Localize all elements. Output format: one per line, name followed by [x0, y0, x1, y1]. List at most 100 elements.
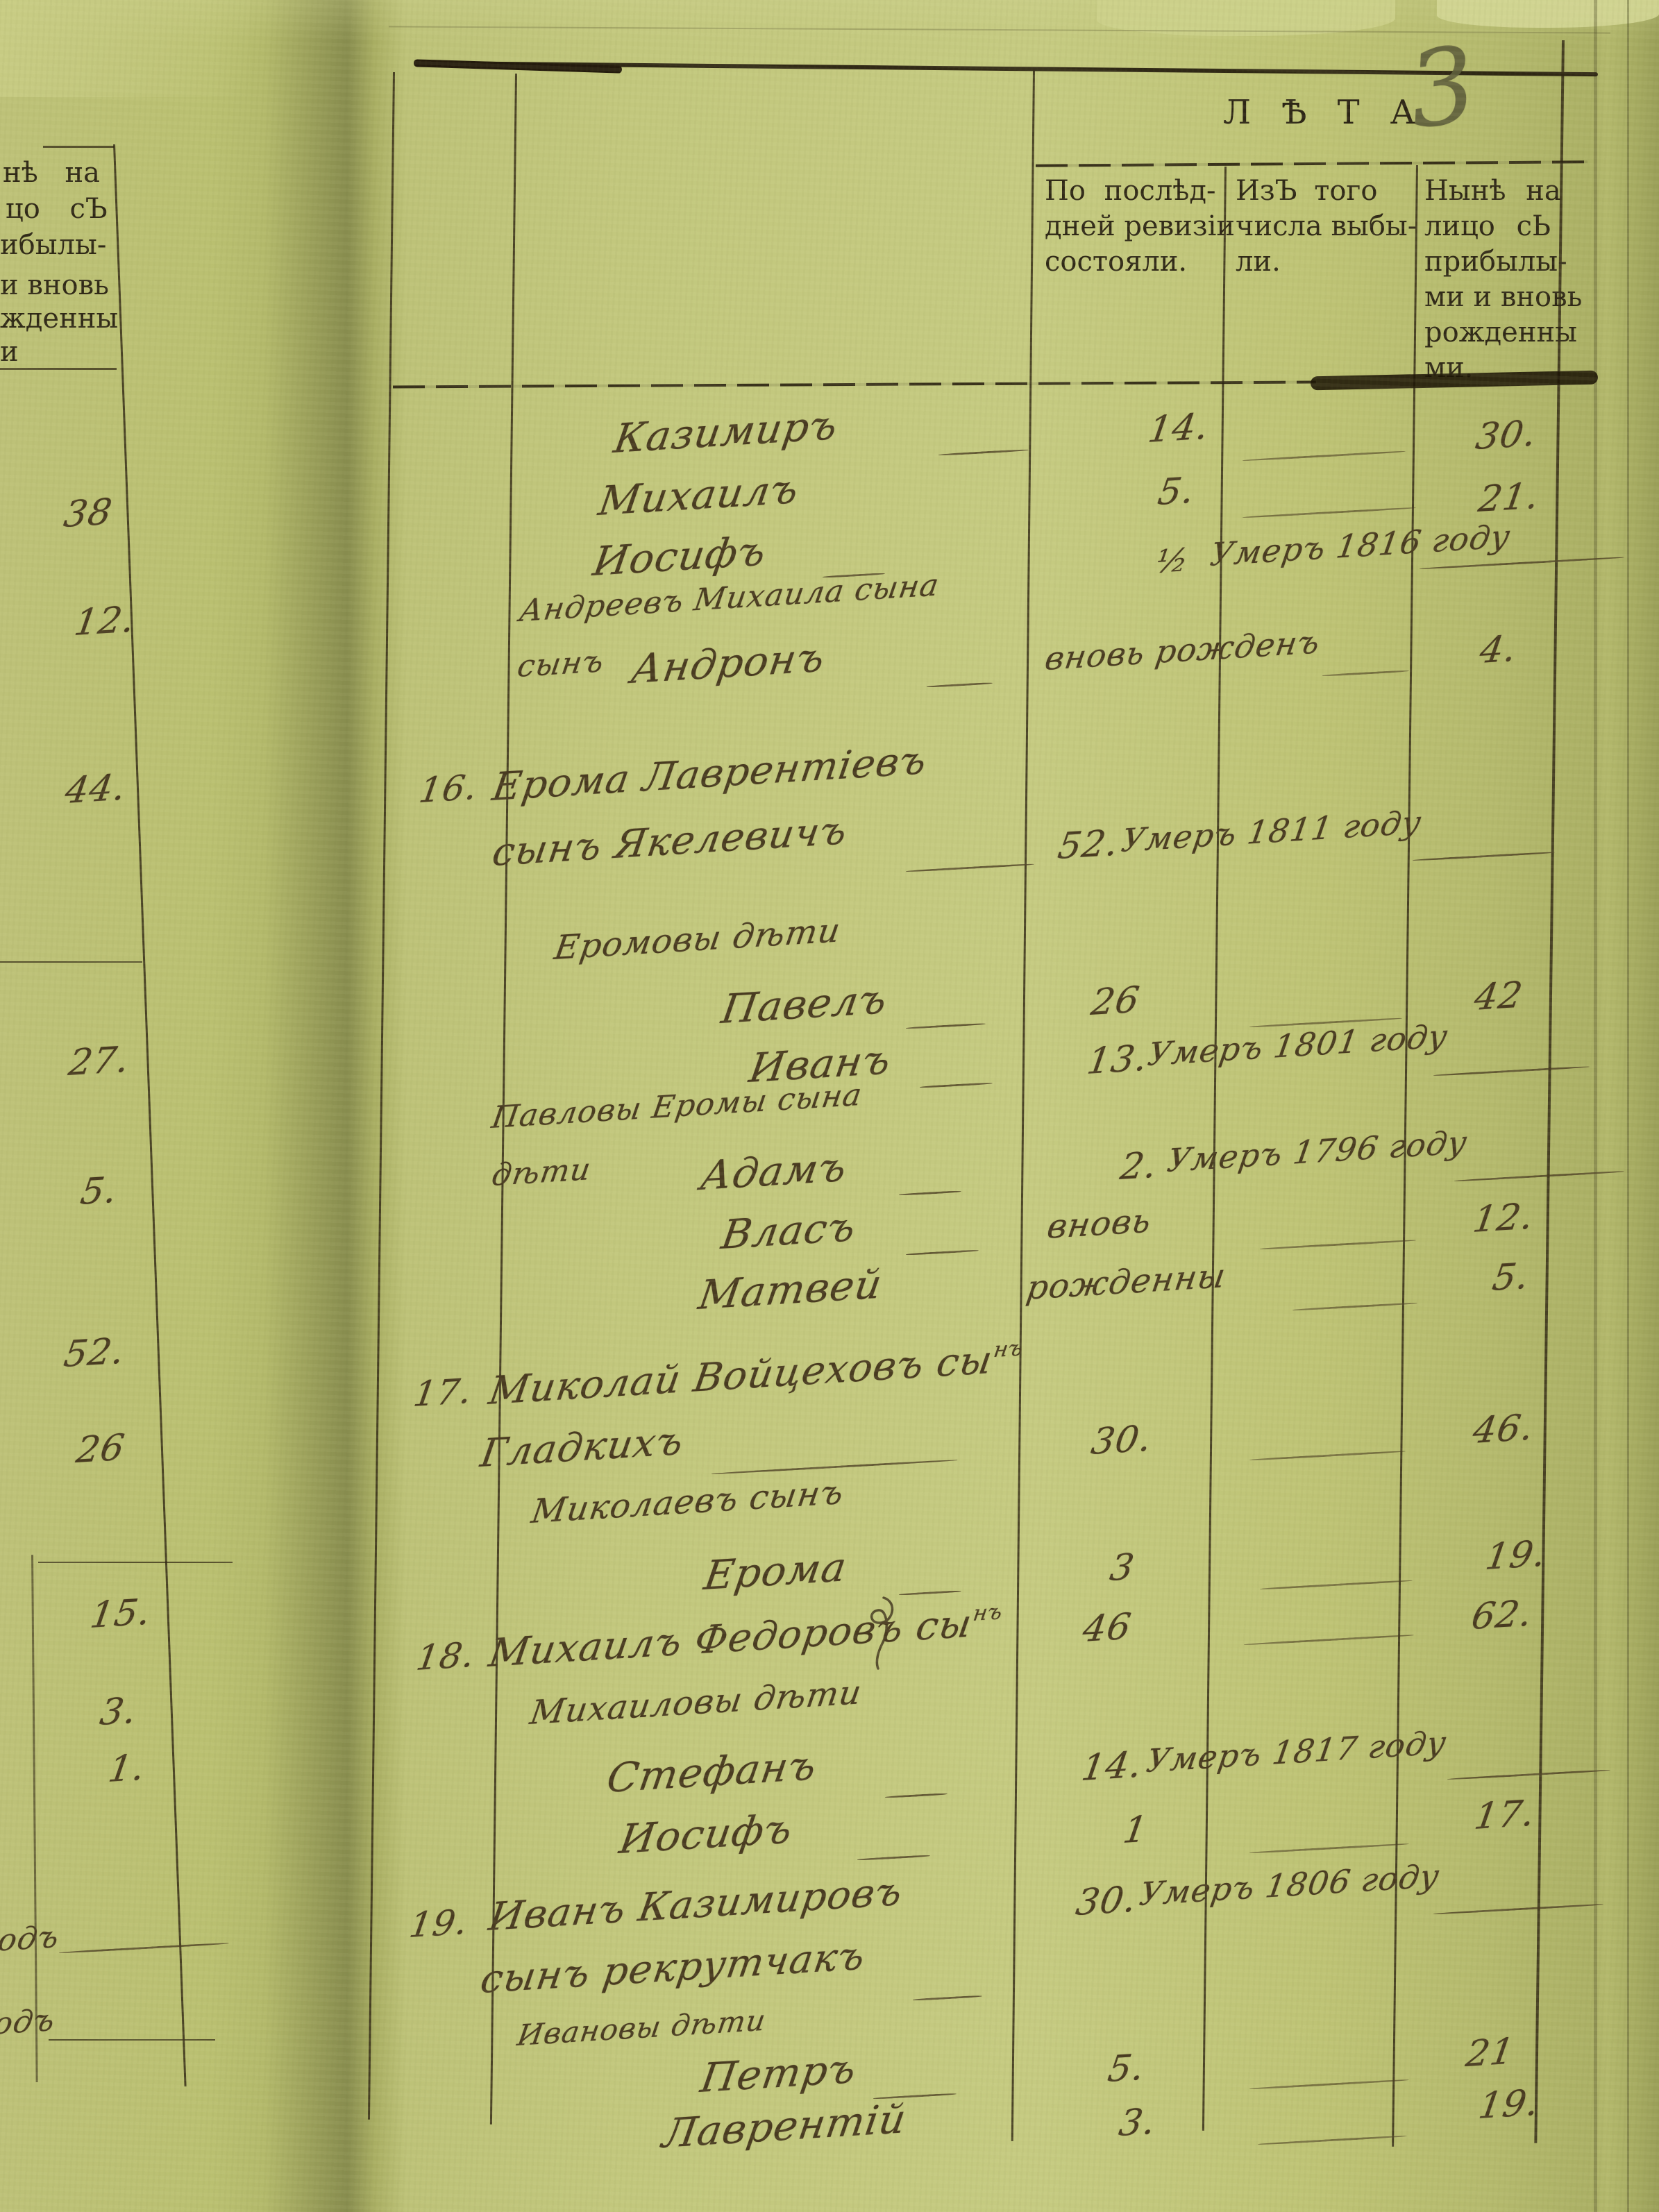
- age-last-revision: 52.: [1055, 822, 1122, 868]
- kinship-note: Еромовы дѣти: [552, 911, 843, 968]
- kinship-note: Ивановы дѣти: [515, 2002, 768, 2052]
- age-last-revision: 30.: [1073, 1878, 1140, 1924]
- entry-number: 19.: [407, 1901, 471, 1945]
- hand-dash: [1454, 1170, 1624, 1182]
- prev-age-value: 1.: [106, 1746, 149, 1791]
- age-now: 46.: [1470, 1406, 1537, 1452]
- col-header-now-present: Нынѣ на: [1424, 175, 1561, 207]
- hand-dash: [905, 1249, 979, 1256]
- head-of-family-name: сынъ рекрутчакъ: [478, 1933, 868, 2002]
- hand-dash: [1259, 1239, 1416, 1250]
- entry-number: 17.: [411, 1370, 475, 1415]
- header-bottom-border-thick: [1310, 370, 1599, 391]
- col-header-now-present: лицо сЬ: [1424, 210, 1551, 242]
- prev-age-value: 44.: [62, 766, 129, 812]
- head-of-family-name: сынъ Якелевичъ: [489, 808, 850, 875]
- prev-age-value: 27.: [66, 1038, 133, 1084]
- hand-dash: [919, 1082, 993, 1088]
- superscript-abbrev: нъ: [992, 1335, 1025, 1362]
- age-now: 4.: [1477, 627, 1520, 672]
- prev-col-header-line: нѣ на: [3, 157, 101, 189]
- prev-age-value: 15.: [87, 1591, 154, 1637]
- right-page-edge-crease: [1627, 0, 1629, 2212]
- age-last-revision: ½: [1154, 541, 1192, 580]
- hand-dash: [1249, 2079, 1409, 2090]
- age-now: 42: [1472, 974, 1526, 1019]
- hand-dash: [1292, 1301, 1417, 1311]
- age-last-revision: 5.: [1155, 469, 1198, 514]
- hand-dash: [898, 1190, 961, 1196]
- col-header-departed: числа выбы-: [1236, 210, 1417, 242]
- person-name: Андронъ: [628, 633, 829, 693]
- col-header-departed: ИзЪ того: [1236, 175, 1378, 207]
- column-line-names-ages: [1011, 69, 1035, 2141]
- hand-dash: [1257, 2135, 1407, 2145]
- hand-dash: [1242, 507, 1416, 518]
- torn-paper-edge: [1437, 0, 1659, 28]
- kinship-note: Павловы Еромы сына: [489, 1077, 865, 1135]
- age-last-revision: 2.: [1118, 1144, 1161, 1188]
- hand-dash: [58, 1942, 229, 1954]
- table-border-right: [1534, 40, 1565, 2143]
- prev-col-header-line: жденны: [0, 303, 119, 335]
- torn-paper-edge: [1097, 0, 1395, 36]
- hand-dash: [1433, 1903, 1603, 1915]
- age-block-title: ЛѢТА: [1223, 93, 1446, 132]
- cut-death-note-fragment: годъ: [0, 1919, 62, 1959]
- prev-age-value: 26: [74, 1426, 128, 1471]
- hand-dash: [1433, 1065, 1590, 1077]
- prev-age-value: 52.: [61, 1330, 128, 1376]
- hand-dash: [1412, 851, 1555, 861]
- col-header-last-revision: дней ревизіи: [1045, 210, 1236, 242]
- person-name: Михаилъ: [596, 465, 802, 525]
- head-of-family-name: Михаилъ Федоровъ сынъ: [486, 1599, 1004, 1676]
- age-now: 19.: [1483, 1533, 1549, 1578]
- age-now: 5.: [1490, 1255, 1533, 1299]
- family-separator-line: [0, 961, 142, 963]
- col-header-last-revision: состояли.: [1045, 246, 1188, 278]
- ruled-line: [0, 368, 117, 370]
- hand-dash: [1447, 1768, 1610, 1780]
- kinship-note: сынъ: [515, 643, 607, 684]
- hand-dash: [1242, 450, 1406, 462]
- kinship-note: дѣти: [489, 1151, 593, 1193]
- age-now: 62.: [1469, 1592, 1535, 1638]
- prev-age-value: 38: [61, 491, 115, 536]
- hand-dash: [938, 448, 1029, 456]
- person-name: Иосифъ: [590, 527, 770, 585]
- ink-flourish: [870, 1596, 894, 1670]
- age-last-revision: 3: [1107, 1546, 1138, 1589]
- hand-dash: [1259, 1579, 1413, 1590]
- prev-col-header-line: и: [0, 336, 19, 368]
- hand-dash: [1249, 1843, 1409, 1854]
- person-name: Адамъ: [698, 1143, 850, 1199]
- cut-death-note-fragment: годъ: [0, 2002, 58, 2043]
- prev-col-header-line: цо сЪ: [6, 193, 108, 225]
- death-note: Умеръ 1796 году: [1165, 1123, 1470, 1179]
- age-now: 21.: [1476, 475, 1542, 521]
- person-name: Павелъ: [718, 975, 891, 1033]
- col-header-now-present: прибылы-: [1424, 246, 1567, 278]
- age-last-revision: 13.: [1084, 1037, 1151, 1083]
- person-name: Ерома: [701, 1543, 850, 1599]
- family-separator-line: [38, 1562, 233, 1563]
- col-header-now-present: ми и вновь: [1424, 281, 1583, 313]
- kinship-note: Андреевъ Михаила сына: [517, 567, 942, 629]
- age-last-revision: 5.: [1105, 2046, 1148, 2091]
- kinship-note: Миколаевъ сынъ: [529, 1473, 847, 1531]
- age-now: 19.: [1476, 2082, 1542, 2127]
- head-name-text: Миколай Войцеховъ сы: [486, 1337, 996, 1414]
- hand-dash: [1243, 1634, 1414, 1646]
- hand-dash: [711, 1459, 958, 1475]
- prev-age-value: 3.: [97, 1689, 140, 1734]
- death-note: Умеръ 1811 году: [1119, 803, 1424, 859]
- age-last-revision: 3.: [1116, 2100, 1159, 2145]
- hand-dash: [898, 1589, 961, 1596]
- age-now: 30.: [1473, 412, 1540, 458]
- ruled-line: [49, 2039, 215, 2041]
- table-border-left: [367, 71, 395, 2120]
- prev-col-header-line: ибылы-: [0, 229, 107, 261]
- age-now: 12.: [1470, 1195, 1537, 1241]
- col-header-now-present: рожденны: [1424, 316, 1577, 348]
- hand-dash: [905, 863, 1034, 872]
